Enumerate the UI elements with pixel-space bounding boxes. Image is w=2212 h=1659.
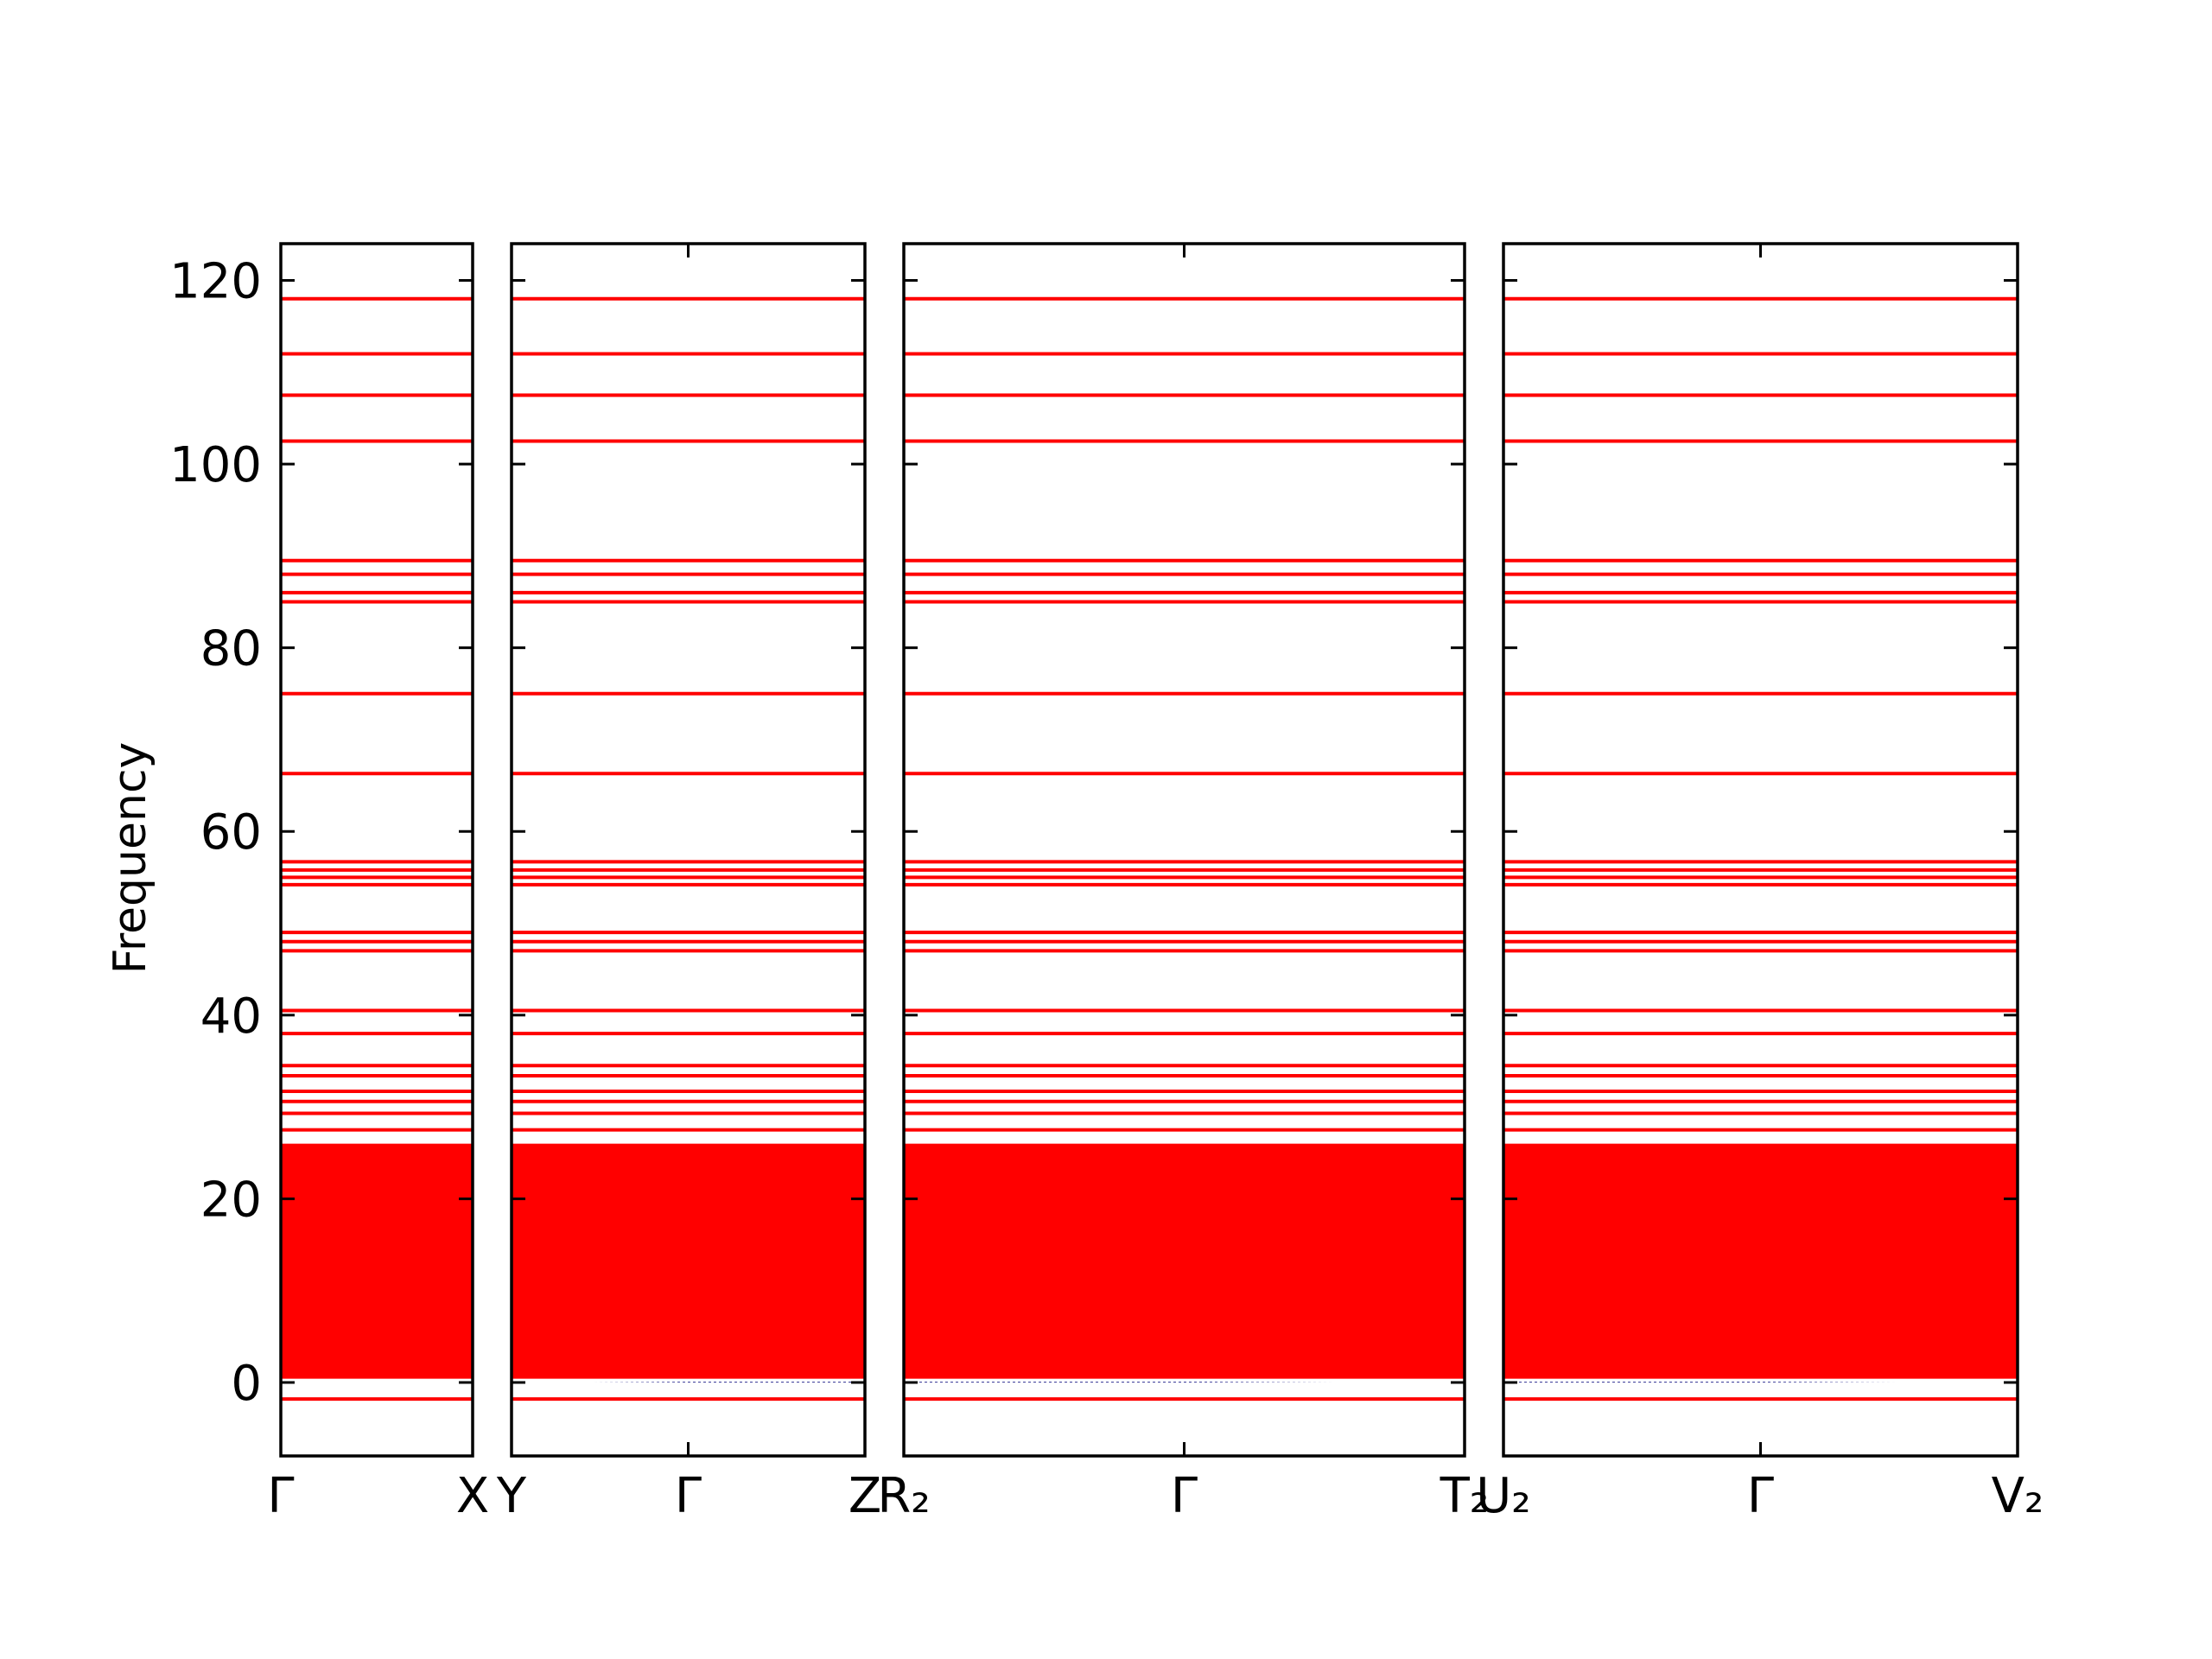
panel-1-bands [281,296,473,1402]
x-tick-label: Z [849,1468,881,1524]
continuum-band [281,1143,473,1378]
band-panel-3: R₂ Γ T₂ [877,242,1490,1524]
x-tick-label: Γ [1171,1468,1198,1524]
continuum-band [1503,1143,2018,1378]
x-tick-label: X [456,1468,489,1524]
x-tick-label: R₂ [877,1468,930,1524]
panel-frame [279,242,474,1458]
y-tick-label: 0 [231,1356,262,1412]
x-tick-label: Y [496,1468,527,1524]
low-band-2 [1503,1381,2018,1389]
x-tick-label: V₂ [1992,1468,2044,1524]
y-tick-label: 20 [200,1172,262,1228]
continuum-band [904,1143,1465,1378]
panel-3-bands [904,296,1465,1402]
band-panel-4: U₂ Γ V₂ [1476,242,2044,1524]
x-tick-label: Γ [267,1468,294,1524]
x-tick-label: U₂ [1476,1468,1530,1524]
x-tick-label: Γ [675,1468,702,1524]
y-tick-label: 120 [169,254,262,310]
continuum-band [512,1143,865,1378]
x-tick-label: T₂ [1440,1468,1490,1524]
low-band-2 [512,1381,865,1389]
band-panel-1: Γ X 0 20 40 60 80 100 120 [169,242,489,1524]
low-band-2 [904,1381,1465,1389]
y-axis-label: Frequency [105,742,156,975]
panel-2-bands [512,296,865,1402]
y-tick-label: 60 [200,804,262,861]
panel-4-bands [1503,296,2018,1402]
y-tick-label: 80 [200,621,262,677]
y-tick-label: 100 [169,437,262,493]
x-tick-label: Γ [1747,1468,1774,1524]
y-tick-label: 40 [200,988,262,1045]
